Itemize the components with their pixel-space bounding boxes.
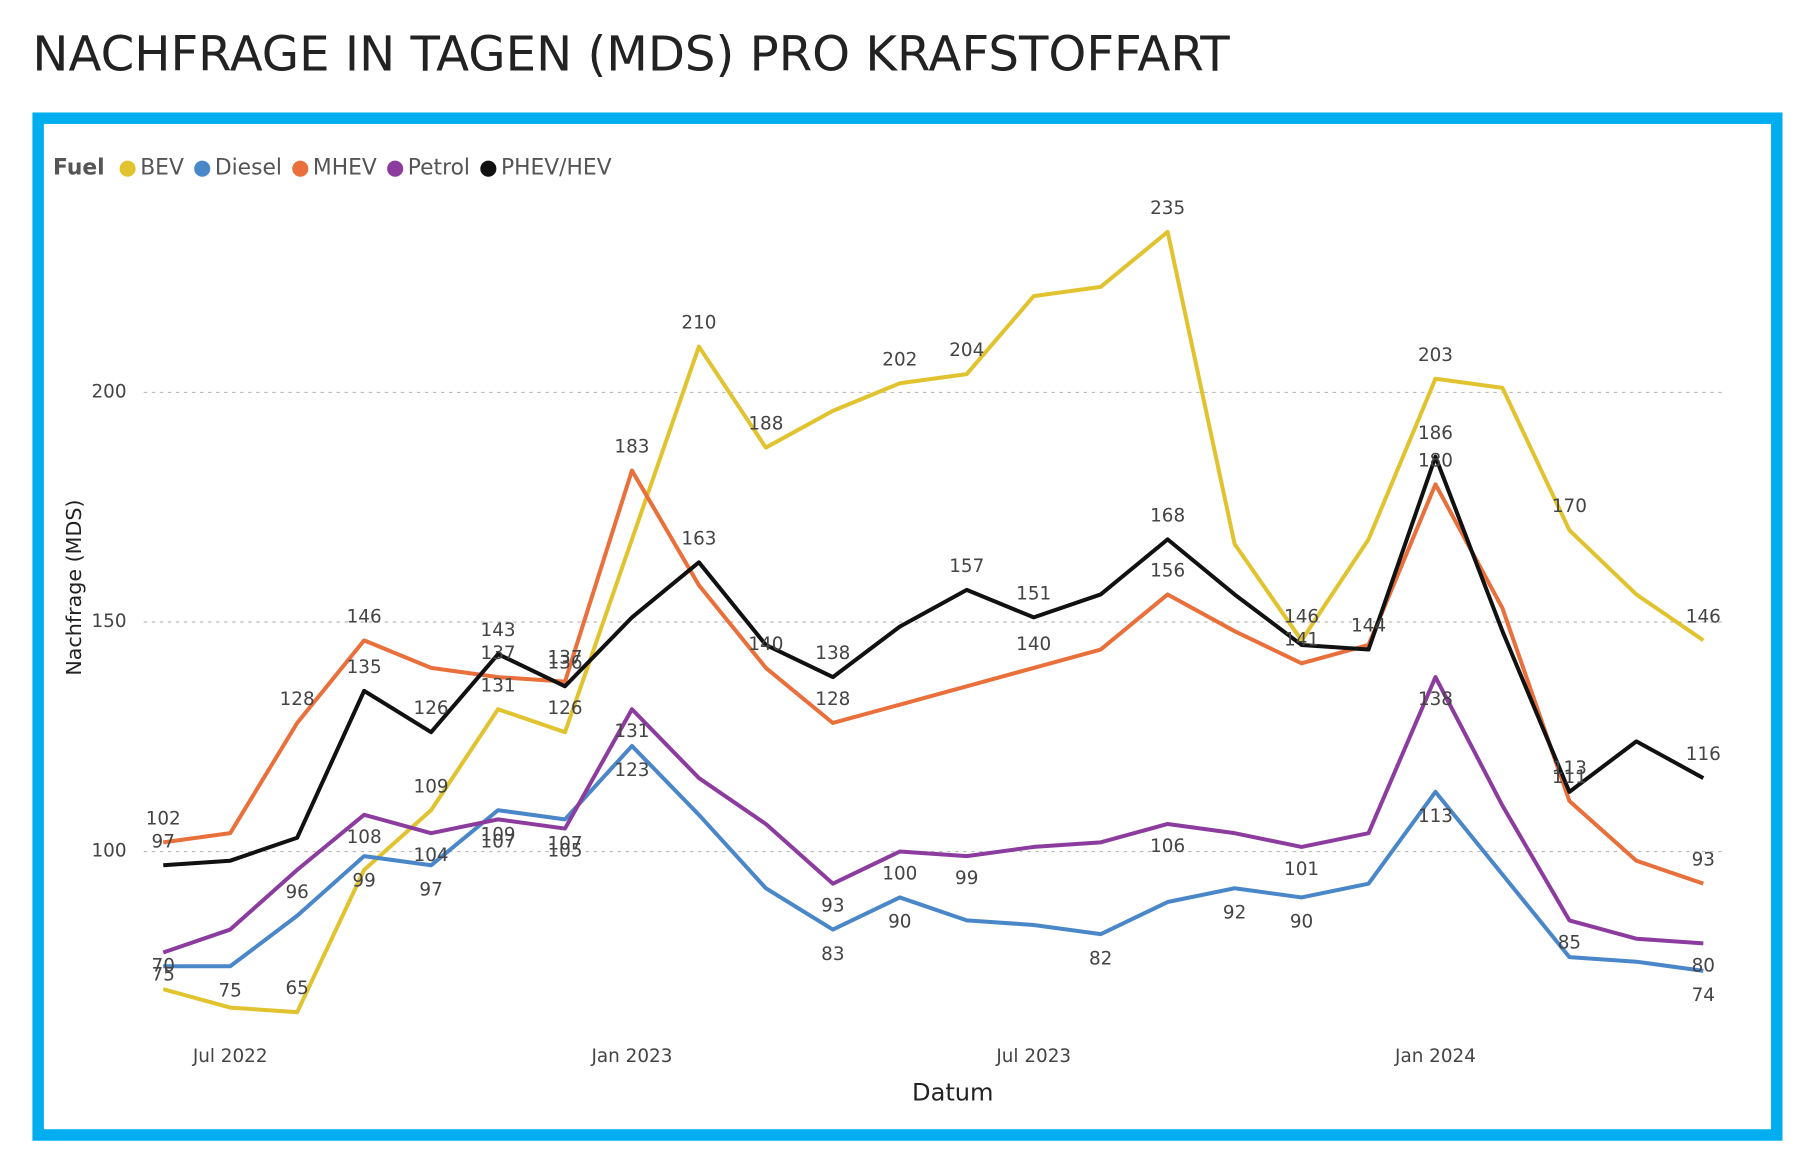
data-label: 92	[1223, 902, 1246, 923]
data-label: 131	[614, 721, 649, 742]
y-tick-label: 150	[91, 611, 126, 632]
data-label: 138	[815, 643, 850, 664]
data-label: 107	[547, 834, 582, 855]
series-line	[163, 743, 1704, 973]
data-label: 136	[547, 652, 582, 673]
data-label: 104	[414, 845, 449, 866]
data-label: 108	[347, 827, 382, 848]
data-label: 140	[1016, 634, 1051, 655]
data-label: 131	[481, 675, 516, 696]
data-label: 105	[547, 841, 582, 862]
y-tick-label: 200	[91, 381, 126, 402]
legend-label: MHEV	[313, 156, 377, 181]
data-label: 75	[152, 964, 175, 985]
data-label: 138	[1418, 689, 1453, 710]
data-label: 107	[481, 831, 516, 852]
x-axis-title: Datum	[912, 1079, 993, 1107]
y-tick-label: 100	[91, 841, 126, 862]
data-label: 111	[1552, 767, 1587, 788]
x-tick-label: Jan 2024	[1394, 1046, 1476, 1067]
data-label: 210	[681, 313, 716, 334]
data-label: 93	[1692, 850, 1715, 871]
legend-label: BEV	[140, 156, 184, 181]
data-label: 106	[1150, 836, 1185, 857]
data-label: 97	[152, 831, 175, 852]
data-label: 156	[1150, 561, 1185, 582]
data-label: 188	[748, 414, 783, 435]
data-label: 126	[414, 698, 449, 719]
data-label: 137	[481, 643, 516, 664]
x-tick-label: Jul 2023	[995, 1046, 1071, 1067]
data-label: 146	[1284, 606, 1319, 627]
data-label: 74	[1692, 985, 1715, 1006]
data-label: 100	[882, 863, 917, 884]
legend-label: Petrol	[408, 156, 470, 181]
data-label: 235	[1150, 198, 1185, 219]
data-label: 101	[1284, 859, 1319, 880]
data-label: 126	[547, 698, 582, 719]
data-label: 102	[146, 808, 181, 829]
legend-label: PHEV/HEV	[501, 156, 612, 181]
data-label: 75	[219, 981, 242, 1002]
data-label: 90	[1290, 912, 1313, 933]
data-label: 99	[955, 868, 978, 889]
data-label: 65	[285, 978, 308, 999]
legend-marker	[387, 160, 404, 177]
series-line	[162, 675, 1704, 955]
data-label: 128	[815, 689, 850, 710]
data-label: 141	[1284, 629, 1319, 650]
data-label: 180	[1418, 450, 1453, 471]
data-label: 151	[1016, 583, 1051, 604]
x-tick-label: Jul 2022	[192, 1046, 268, 1067]
x-tick-label: Jan 2023	[591, 1046, 673, 1067]
data-label: 135	[347, 657, 382, 678]
data-label: 82	[1089, 948, 1112, 969]
data-label: 204	[949, 340, 984, 361]
series-line	[162, 229, 1705, 1015]
data-label: 109	[414, 776, 449, 797]
data-label: 116	[1686, 744, 1721, 765]
legend-title: Fuel	[53, 156, 105, 181]
data-label: 109	[481, 824, 516, 845]
chart-title: NACHFRAGE IN TAGEN (MDS) PRO KRAFSTOFFAR…	[32, 26, 1230, 82]
data-label: 168	[1150, 505, 1185, 526]
legend-marker	[119, 160, 136, 177]
data-label: 128	[280, 689, 315, 710]
legend-marker	[292, 160, 309, 177]
data-label: 80	[1692, 955, 1715, 976]
data-label: 96	[285, 882, 308, 903]
legend-marker	[194, 160, 211, 177]
y-axis-title: Nachfrage (MDS)	[62, 499, 86, 675]
data-label: 70	[152, 955, 175, 976]
data-label: 90	[888, 912, 911, 933]
data-label: 137	[547, 648, 582, 669]
data-label: 146	[1686, 606, 1721, 627]
data-label: 85	[1558, 932, 1581, 953]
data-label: 97	[419, 880, 442, 901]
frame	[32, 112, 1783, 1141]
series-line	[163, 454, 1705, 868]
data-label: 83	[821, 944, 844, 965]
data-label: 157	[949, 556, 984, 577]
data-label: 99	[352, 870, 375, 891]
data-label: 146	[347, 606, 382, 627]
data-label: 163	[681, 528, 716, 549]
data-label: 203	[1418, 345, 1453, 366]
data-label: 186	[1418, 423, 1453, 444]
data-label: 183	[614, 437, 649, 458]
data-label: 93	[821, 896, 844, 917]
data-label: 113	[1418, 806, 1453, 827]
data-label: 113	[1552, 758, 1587, 779]
data-label: 144	[1351, 616, 1386, 637]
legend-marker	[480, 160, 497, 177]
data-label: 202	[882, 349, 917, 370]
series-line	[162, 468, 1704, 886]
legend-label: Diesel	[215, 156, 282, 181]
data-label: 140	[748, 634, 783, 655]
data-label: 170	[1552, 496, 1587, 517]
data-label: 143	[481, 620, 516, 641]
data-label: 123	[614, 760, 649, 781]
